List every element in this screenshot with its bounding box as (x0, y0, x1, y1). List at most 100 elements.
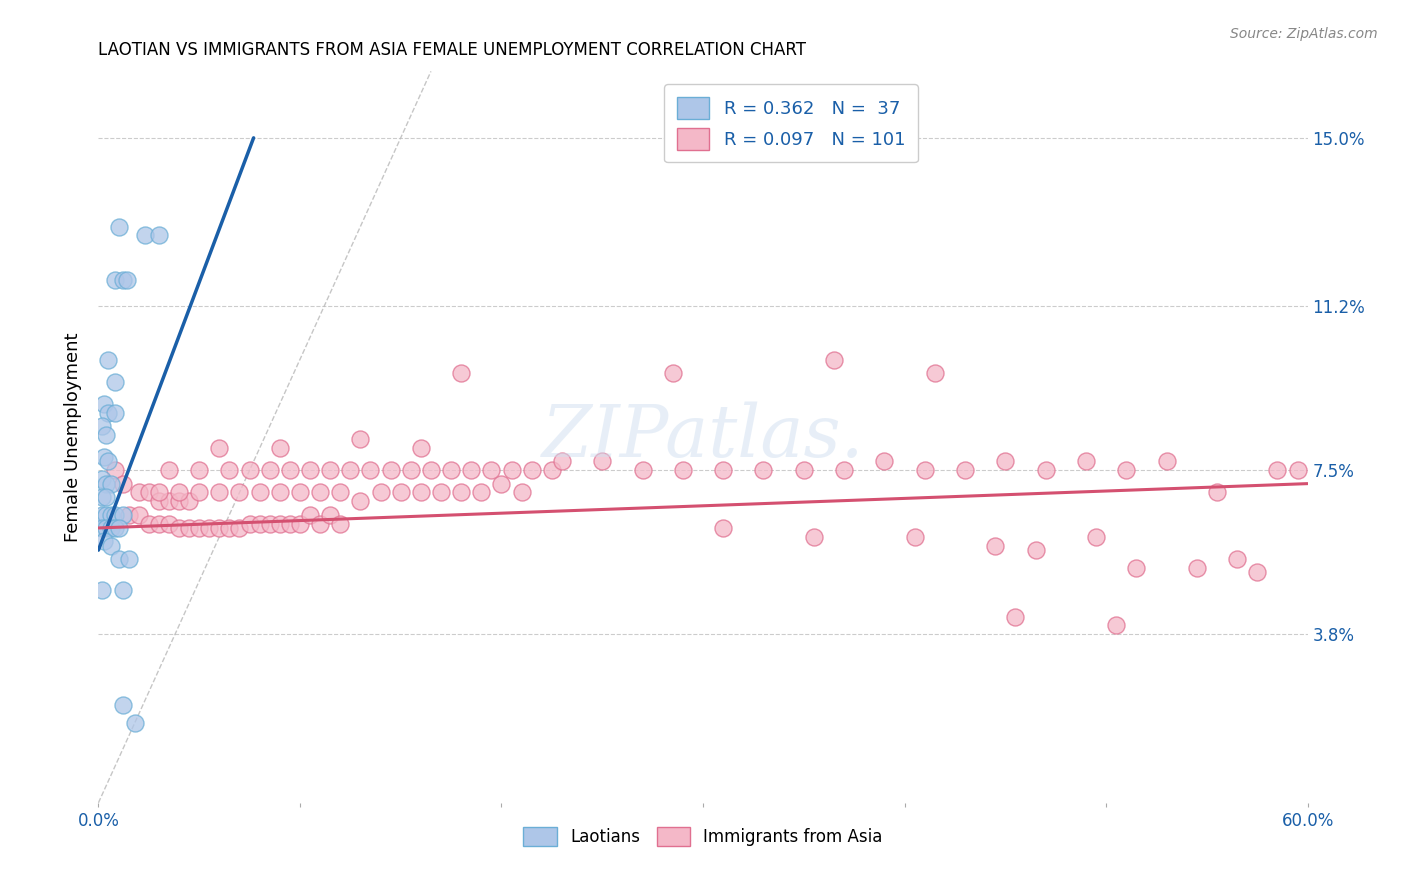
Point (259, 516, 281, 531)
Point (228, 485, 250, 500)
Point (520, 463, 543, 477)
Point (239, 516, 262, 531)
Point (100, 521, 122, 535)
Point (450, 485, 472, 500)
Point (1025, 543, 1047, 558)
Point (329, 485, 352, 500)
Point (832, 463, 855, 477)
Point (994, 454, 1017, 468)
Point (208, 441, 231, 455)
Point (157, 494, 180, 508)
Point (103, 273, 125, 287)
Point (97, 352, 120, 367)
Point (103, 521, 125, 535)
Point (111, 582, 134, 597)
Point (349, 494, 371, 508)
Point (904, 530, 927, 544)
Point (188, 521, 211, 535)
Point (1085, 530, 1108, 544)
Point (128, 508, 150, 522)
Point (118, 552, 141, 566)
Point (208, 485, 231, 500)
Point (118, 508, 141, 522)
Point (148, 228, 170, 243)
Point (914, 463, 936, 477)
Point (299, 508, 322, 522)
Point (278, 516, 301, 531)
Point (188, 485, 211, 500)
Point (399, 463, 422, 477)
Point (278, 463, 301, 477)
Point (873, 454, 896, 468)
Point (269, 516, 291, 531)
Point (103, 375, 125, 389)
Point (288, 485, 311, 500)
Point (103, 463, 125, 477)
Point (179, 494, 201, 508)
Point (167, 485, 190, 500)
Point (1286, 463, 1309, 477)
Point (752, 463, 775, 477)
Point (631, 463, 654, 477)
Point (218, 463, 240, 477)
Point (96, 490, 118, 504)
Point (1185, 561, 1208, 575)
Point (1035, 463, 1057, 477)
Point (148, 485, 170, 500)
Point (91, 508, 114, 522)
Point (389, 485, 412, 500)
Point (100, 508, 122, 522)
Point (93, 534, 115, 549)
Point (100, 476, 122, 491)
Y-axis label: Female Unemployment: Female Unemployment (65, 333, 83, 541)
Point (803, 530, 825, 544)
Point (134, 228, 156, 243)
Point (93, 450, 115, 464)
Text: LAOTIAN VS IMMIGRANTS FROM ASIA FEMALE UNEMPLOYMENT CORRELATION CHART: LAOTIAN VS IMMIGRANTS FROM ASIA FEMALE U… (98, 41, 807, 59)
Point (179, 521, 201, 535)
Point (288, 516, 311, 531)
Point (167, 521, 190, 535)
Point (91, 419, 114, 434)
Legend: Laotians, Immigrants from Asia: Laotians, Immigrants from Asia (516, 821, 890, 853)
Point (370, 485, 392, 500)
Point (157, 463, 180, 477)
Point (208, 521, 231, 535)
Point (103, 508, 125, 522)
Point (661, 366, 683, 380)
Point (339, 463, 361, 477)
Text: ZIPatlas.: ZIPatlas. (541, 401, 865, 473)
Point (188, 463, 211, 477)
Point (239, 463, 262, 477)
Point (259, 463, 281, 477)
Point (138, 485, 160, 500)
Point (551, 454, 574, 468)
Point (360, 463, 382, 477)
Point (491, 476, 513, 491)
Point (107, 521, 129, 535)
Point (249, 516, 271, 531)
Point (148, 494, 170, 508)
Point (470, 485, 492, 500)
Point (1105, 618, 1128, 632)
Point (100, 539, 122, 553)
Point (1004, 609, 1026, 624)
Point (481, 463, 503, 477)
Point (249, 485, 271, 500)
Point (711, 521, 734, 535)
Point (96, 476, 118, 491)
Point (91, 490, 114, 504)
Point (96, 521, 118, 535)
Point (793, 463, 815, 477)
Point (96, 508, 118, 522)
Point (711, 463, 734, 477)
Point (111, 698, 134, 713)
Point (460, 463, 482, 477)
Point (1074, 454, 1097, 468)
Point (823, 352, 845, 367)
Point (672, 463, 695, 477)
Point (501, 463, 523, 477)
Point (450, 366, 472, 380)
Point (380, 463, 402, 477)
Point (107, 219, 129, 234)
